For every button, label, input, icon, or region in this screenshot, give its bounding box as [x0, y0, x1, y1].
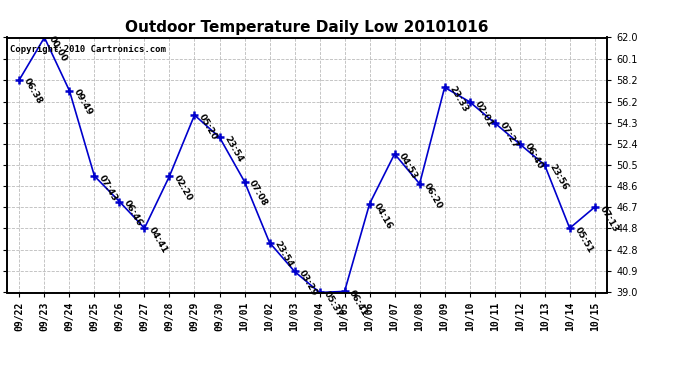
- Text: 04:16: 04:16: [373, 201, 395, 230]
- Text: 23:54: 23:54: [273, 240, 295, 269]
- Text: 03:29: 03:29: [297, 268, 319, 298]
- Text: 07:13: 07:13: [598, 204, 620, 234]
- Text: 06:41: 06:41: [347, 289, 369, 318]
- Text: 05:20: 05:20: [197, 112, 219, 141]
- Text: Copyright 2010 Cartronics.com: Copyright 2010 Cartronics.com: [10, 45, 166, 54]
- Title: Outdoor Temperature Daily Low 20101016: Outdoor Temperature Daily Low 20101016: [126, 20, 489, 35]
- Text: 04:41: 04:41: [147, 225, 170, 255]
- Text: 05:51: 05:51: [573, 225, 595, 255]
- Text: 04:53: 04:53: [397, 151, 420, 180]
- Text: 05:37: 05:37: [322, 290, 344, 319]
- Text: 02:20: 02:20: [172, 173, 195, 202]
- Text: 07:08: 07:08: [247, 179, 269, 208]
- Text: 06:46: 06:46: [122, 199, 144, 228]
- Text: 23:33: 23:33: [447, 85, 469, 114]
- Text: 23:54: 23:54: [222, 135, 244, 164]
- Text: 23:56: 23:56: [547, 162, 569, 192]
- Text: 07:43: 07:43: [97, 173, 119, 203]
- Text: 06:38: 06:38: [22, 77, 44, 106]
- Text: 09:49: 09:49: [72, 88, 95, 117]
- Text: 06:40: 06:40: [522, 141, 544, 170]
- Text: 06:20: 06:20: [422, 181, 444, 210]
- Text: 07:27: 07:27: [497, 120, 520, 150]
- Text: 00:00: 00:00: [47, 35, 69, 64]
- Text: 02:01: 02:01: [473, 99, 495, 128]
